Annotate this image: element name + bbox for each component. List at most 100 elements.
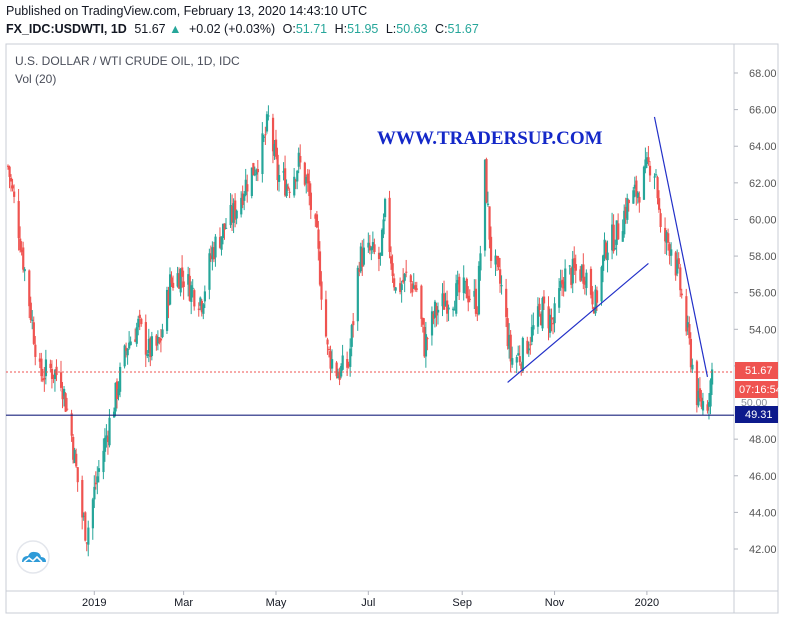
candle-body (19, 238, 22, 251)
candle-body (326, 339, 329, 345)
countdown-text: 07:16:54 (739, 384, 782, 396)
candle-body (500, 285, 503, 287)
candle-body (271, 117, 275, 152)
candle-body (562, 281, 565, 289)
tradingview-logo[interactable] (16, 540, 50, 574)
change-value: +0.02 (+0.03%) (188, 22, 276, 36)
candle-body (87, 527, 90, 545)
candle-body (547, 306, 550, 329)
candle-body (282, 170, 285, 173)
high-value: 51.95 (347, 22, 379, 36)
candle-body (231, 206, 234, 223)
candle-body (144, 322, 147, 355)
candle-body (455, 283, 458, 314)
candle-body (305, 177, 308, 184)
candle-body (244, 179, 247, 196)
candle-body (324, 299, 328, 337)
candle-body (329, 351, 332, 369)
candle-body (347, 363, 350, 367)
candle-body (621, 231, 624, 242)
candle-body (380, 229, 384, 256)
candle-body (433, 301, 437, 318)
candle-body (676, 259, 679, 274)
time-axis (5, 590, 779, 614)
candle-body (402, 279, 405, 283)
candle-body (415, 288, 418, 290)
candle-body (211, 247, 214, 260)
candle-body (594, 289, 597, 314)
candle-body (508, 335, 511, 349)
candle-body (541, 298, 544, 329)
y-tick-label: 66.00 (749, 105, 777, 117)
candle-body (232, 203, 235, 223)
candle-body (170, 277, 173, 284)
candle-body (103, 437, 107, 452)
candle-body (412, 285, 415, 289)
candle-body (499, 269, 502, 284)
candle-body (647, 157, 650, 162)
candle-body (664, 227, 667, 242)
candle-body (337, 376, 340, 379)
candle-body (273, 144, 276, 156)
candle-body (287, 186, 290, 189)
candle-body (446, 300, 449, 314)
candle-body (496, 255, 499, 261)
x-tick-label: 2020 (635, 597, 659, 609)
candle-body (82, 515, 85, 517)
candle-body (698, 388, 702, 399)
candle-body (278, 175, 281, 182)
candle-body (105, 435, 108, 439)
symbol-name[interactable]: FX_IDC:USDWTI, 1D (6, 22, 127, 36)
candle-body (605, 242, 608, 259)
candle-body (209, 255, 213, 259)
candle-body (94, 482, 98, 485)
candle-body (59, 372, 63, 388)
candle-body (670, 249, 673, 256)
candle-body (677, 258, 680, 265)
falling-trendline[interactable] (653, 116, 709, 378)
candle-body (23, 269, 26, 272)
candle-body (176, 273, 179, 287)
candle-body (659, 213, 662, 227)
candle-body (318, 251, 322, 285)
candle-body (106, 436, 110, 443)
candle-body (85, 542, 88, 544)
candle-body (611, 224, 614, 251)
candle-body (220, 236, 223, 250)
candle-body (49, 363, 52, 368)
candle-body (308, 181, 311, 197)
y-tick-label: 54.00 (749, 324, 777, 336)
candle-body (688, 324, 691, 339)
volume-legend: Vol (20) (15, 72, 56, 86)
candle-body (529, 344, 532, 346)
candle-body (711, 369, 714, 385)
candle-body (214, 236, 217, 258)
candle-body (453, 309, 456, 311)
candle-body (390, 256, 393, 264)
candle-body (202, 304, 205, 314)
candle-body (17, 201, 20, 239)
candle-body (542, 296, 546, 304)
low-value: 50.63 (396, 22, 428, 36)
candle-body (627, 199, 630, 204)
candle-body (441, 293, 444, 307)
rising-trendline[interactable] (507, 262, 649, 383)
x-tick-label: Mar (174, 597, 193, 609)
candle-body (444, 301, 447, 306)
candle-body (483, 159, 487, 251)
candle-body (465, 278, 468, 299)
candle-body (40, 358, 43, 377)
candle-body (485, 159, 488, 203)
candle-body (685, 296, 688, 332)
candle-body (235, 210, 238, 219)
candle-body (585, 272, 588, 289)
candle-body (234, 200, 237, 220)
candle-body (246, 184, 249, 192)
y-tick-label: 58.00 (749, 251, 777, 263)
candle-body (423, 326, 426, 357)
candle-body (352, 321, 355, 326)
candle-body (432, 313, 435, 319)
candle-body (409, 275, 412, 283)
candle-body (580, 265, 583, 278)
